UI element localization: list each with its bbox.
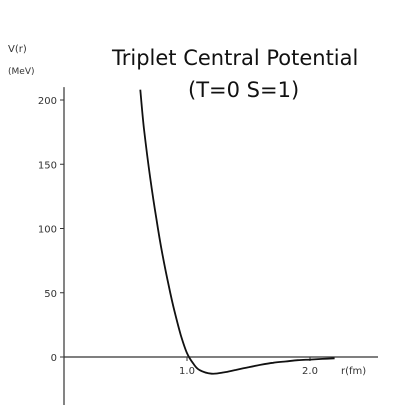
y-tick-label: 200 [38,96,57,107]
y-tick-label: 0 [51,353,57,364]
chart-subtitle: (T=0 S=1) [188,78,300,102]
curve [139,89,335,375]
y-tick-label: 100 [38,225,57,236]
chart-title: Triplet Central Potential [112,46,359,70]
y-axis-unit: (MeV) [8,67,34,77]
y-tick-label: 150 [38,160,57,171]
ticks: 0 50 100 150 200 1.0 2.0 [38,96,318,377]
axis-labels: V(r) (MeV) r(fm) [8,44,366,377]
y-tick-label: 50 [44,289,57,300]
y-axis-label: V(r) [8,44,27,55]
x-tick-label: 2.0 [302,366,318,377]
x-axis-label: r(fm) [341,366,366,377]
x-tick-label: 1.0 [179,366,195,377]
potential-curve [139,89,335,375]
axes [63,87,378,405]
